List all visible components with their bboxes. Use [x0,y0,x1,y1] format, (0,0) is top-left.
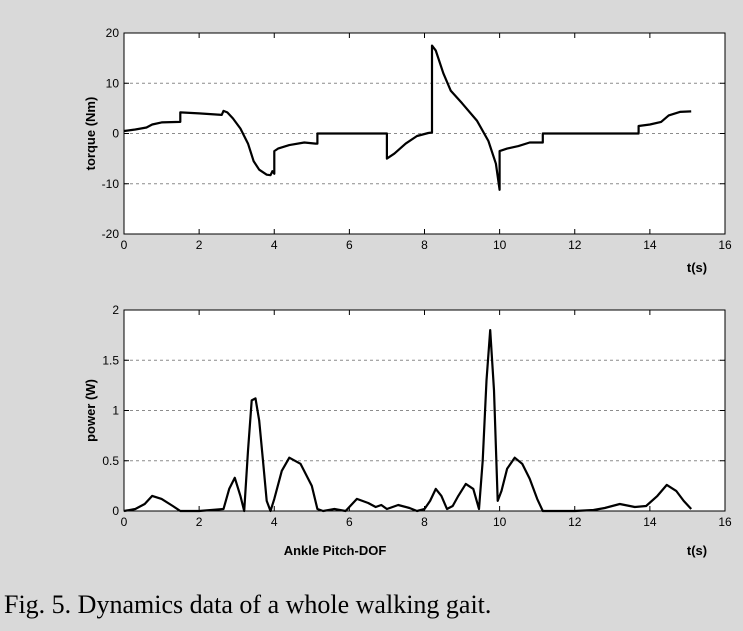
x-tick-label: 12 [568,515,582,529]
x-tick-label: 10 [493,238,507,252]
plot-frame [123,309,726,512]
series-line [123,329,693,513]
y-tick-label: 1 [112,404,119,418]
x-tick-label: 2 [196,238,203,252]
y-tick-label: 0.5 [102,454,119,468]
y-axis-label: power (W) [83,379,98,442]
x-tick-label: 4 [271,515,278,529]
y-tick-label: 0 [112,504,119,518]
y-tick-label: 0 [112,127,119,141]
x-tick-label: 10 [493,515,507,529]
y-axis-label: torque (Nm) [83,97,98,171]
x-tick-label: 16 [718,515,732,529]
plot-frame [123,32,726,235]
series-line [123,44,692,191]
torque-plot: 0 2 4 6 8 10 12 14 16 -20 -10 0 10 20 t(s) torque (Nm) [83,26,732,275]
x-tick-label: 14 [643,238,657,252]
x-tick-label: 0 [121,515,128,529]
x-tick-label: 12 [568,238,582,252]
y-tick-label: -10 [102,177,120,191]
x-tick-label: 8 [421,238,428,252]
x-tick-label: 8 [421,515,428,529]
y-tick-label: -20 [102,227,120,241]
x-tick-label: 2 [196,515,203,529]
x-tick-label: 16 [718,238,732,252]
y-tick-label: 1.5 [102,353,119,367]
x-tick-label: 4 [271,238,278,252]
chart-title: Ankle Pitch-DOF [284,543,387,558]
y-tick-label: 2 [112,303,119,317]
x-tick-label: 14 [643,515,657,529]
power-plot: 0 2 4 6 8 10 12 14 16 0 0.5 1 1.5 2 t(s) power (W) Ankle… [83,303,732,558]
y-tick-label: 10 [106,76,120,90]
x-axis-label: t(s) [687,543,707,558]
x-tick-label: 6 [346,515,353,529]
x-tick-label: 6 [346,238,353,252]
x-tick-label: 0 [121,238,128,252]
figure-caption: Fig. 5. Dynamics data of a whole walking… [4,590,492,619]
y-tick-label: 20 [106,26,120,40]
x-axis-label: t(s) [687,260,707,275]
